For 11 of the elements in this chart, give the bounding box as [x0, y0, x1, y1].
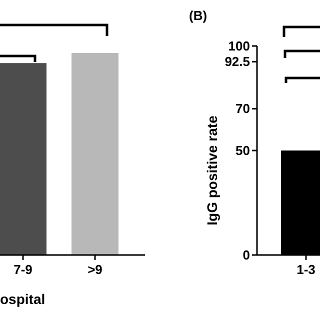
y-tick-label: 0	[242, 248, 250, 262]
y-tick-label: 92.5	[224, 54, 250, 70]
x-tick-label: 1-3	[296, 262, 316, 277]
y-axis-title: IgG positive rate	[204, 115, 220, 226]
x-tick-label: >9	[88, 262, 102, 277]
y-tick-label: 70	[236, 101, 250, 116]
y-tick-label: 100	[228, 38, 250, 54]
x-axis-title: ospital	[0, 291, 46, 307]
chart-title: (B)	[189, 8, 208, 23]
y-tick-label: 50	[236, 143, 250, 158]
x-tick-label: 7-9	[14, 262, 32, 277]
